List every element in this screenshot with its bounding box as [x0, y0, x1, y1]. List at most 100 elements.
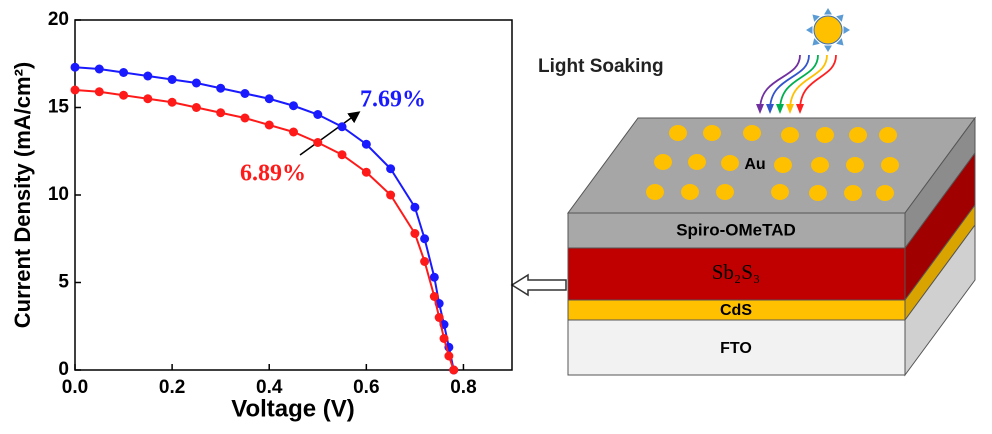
au-dot [743, 125, 761, 141]
light-ray [799, 54, 837, 111]
data-point [420, 234, 430, 244]
data-point [191, 78, 201, 88]
au-dot [844, 185, 862, 201]
au-dot [703, 125, 721, 141]
data-point [386, 164, 396, 174]
layer-label: Spiro-OMeTAD [676, 220, 796, 239]
layer-side [904, 223, 976, 377]
data-point [167, 75, 177, 84]
data-point [70, 85, 80, 95]
data-point [429, 272, 439, 282]
y-tick-label: 15 [48, 97, 70, 118]
data-point [386, 190, 396, 200]
annotation-arrow [299, 111, 361, 156]
au-dot [816, 127, 834, 143]
layer [567, 319, 906, 376]
y-axis-label: Current Density (mA/cm²) [10, 62, 35, 328]
plot-frame [74, 19, 513, 371]
au-dot [646, 184, 664, 200]
sun-ray [836, 14, 844, 22]
au-dot [849, 127, 867, 143]
au-dot [881, 157, 899, 173]
sun-ray [824, 45, 832, 52]
light-ray-head [786, 104, 794, 114]
data-point [429, 292, 439, 301]
au-top-face [567, 117, 976, 214]
sun-ray [843, 26, 850, 34]
light-ray [759, 54, 801, 111]
data-point [94, 64, 104, 74]
y-tick-label: 0 [58, 359, 69, 380]
data-point [434, 313, 444, 322]
au-dot [669, 125, 687, 141]
data-point [361, 139, 371, 149]
x-tick-label: 0.8 [450, 377, 476, 398]
data-point [70, 62, 80, 72]
light-ray-head [756, 104, 764, 114]
data-point [119, 90, 129, 100]
data-point [313, 110, 323, 119]
data-point [216, 108, 226, 118]
au-dot [781, 127, 799, 143]
data-point [449, 365, 459, 375]
x-axis-label: Voltage (V) [231, 395, 355, 422]
data-point [420, 257, 430, 266]
data-point [439, 334, 449, 343]
data-point [240, 89, 250, 98]
diagram: Au Spiro-OMeTAD Sb₂S₃ CdS FTO Light Soak… [510, 8, 976, 377]
layer [567, 212, 906, 249]
light-ray [779, 54, 819, 111]
sun-disk [813, 15, 843, 45]
sun-ray [812, 38, 820, 46]
au-dot [688, 154, 706, 170]
data-point [143, 94, 153, 104]
diagram-title: Light Soaking [538, 56, 664, 77]
data-point [289, 101, 298, 111]
sun-ray [824, 8, 832, 15]
x-tick-label: 0.0 [62, 377, 88, 398]
data-point [264, 94, 274, 104]
data-point [240, 113, 250, 123]
layer-label: CdS [720, 302, 752, 319]
au-dot [811, 157, 829, 173]
light-ray [769, 54, 810, 111]
y-tick-label: 20 [48, 9, 69, 30]
data-point [264, 120, 274, 130]
sun-ray [812, 14, 820, 22]
data-point [410, 229, 420, 238]
au-dot [846, 157, 864, 173]
au-dot [879, 127, 897, 143]
sun-ray [836, 38, 844, 46]
data-point [143, 71, 153, 81]
au-dot [716, 184, 734, 200]
annotation: 6.89% [240, 161, 306, 187]
data-point [191, 103, 201, 112]
x-tick-label: 0.6 [353, 377, 379, 398]
data-point [444, 351, 454, 361]
layer [567, 247, 906, 301]
series-line [74, 66, 455, 371]
data-point [289, 127, 298, 137]
data-point [119, 68, 129, 77]
au-dot [681, 184, 699, 200]
x-tick-label: 0.4 [256, 377, 283, 398]
y-tick-label: 10 [48, 184, 69, 205]
light-ray-head [776, 104, 784, 114]
layer-label: Sb₂S₃ [712, 260, 761, 284]
data-point [337, 150, 347, 160]
data-point [94, 87, 104, 97]
au-dot [876, 185, 894, 201]
data-point [361, 167, 371, 177]
x-tick-label: 0.2 [159, 377, 185, 398]
au-dot [654, 154, 672, 170]
data-point [337, 122, 347, 132]
light-ray [789, 54, 828, 111]
y-tick-label: 5 [58, 272, 69, 293]
layer-label: FTO [720, 340, 752, 357]
annotation: 7.69% [360, 87, 426, 113]
au-dot [774, 157, 792, 173]
data-point [313, 138, 323, 147]
data-point [216, 83, 226, 93]
data-point [410, 202, 420, 212]
